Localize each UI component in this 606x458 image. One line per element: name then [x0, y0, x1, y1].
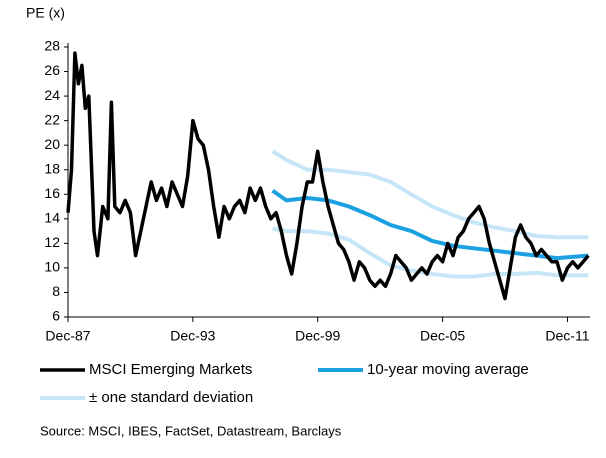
- y-tick-label: 24: [44, 87, 60, 103]
- y-tick-label: 28: [44, 38, 60, 54]
- y-tick-label: 16: [44, 185, 60, 201]
- y-tick-label: 14: [44, 210, 60, 226]
- y-tick-label: 8: [52, 283, 60, 299]
- y-tick-label: 18: [44, 160, 60, 176]
- series-line: [271, 188, 589, 261]
- y-tick-label: 20: [44, 136, 60, 152]
- y-tick-label: 6: [52, 308, 60, 324]
- legend-label: MSCI Emerging Markets: [89, 361, 252, 378]
- x-tick-label: Dec-93: [170, 328, 215, 344]
- x-tick-label: Dec-99: [295, 328, 340, 344]
- y-tick-label: 26: [44, 62, 60, 78]
- y-axis-title: PE (x): [26, 5, 65, 21]
- x-tick-label: Dec-11: [545, 328, 589, 344]
- y-tick-label: 22: [44, 111, 60, 127]
- x-tick-label: Dec-05: [420, 328, 465, 344]
- legend-label: 10-year moving average: [367, 361, 529, 378]
- series-line: [66, 51, 590, 301]
- series-line: [272, 226, 589, 279]
- y-tick-label: 10: [44, 259, 60, 275]
- y-tick-label: 12: [44, 234, 60, 250]
- source-note: Source: MSCI, IBES, FactSet, Datastream,…: [40, 423, 342, 438]
- legend-label: ± one standard deviation: [89, 389, 253, 406]
- x-tick-label: Dec-87: [45, 328, 90, 344]
